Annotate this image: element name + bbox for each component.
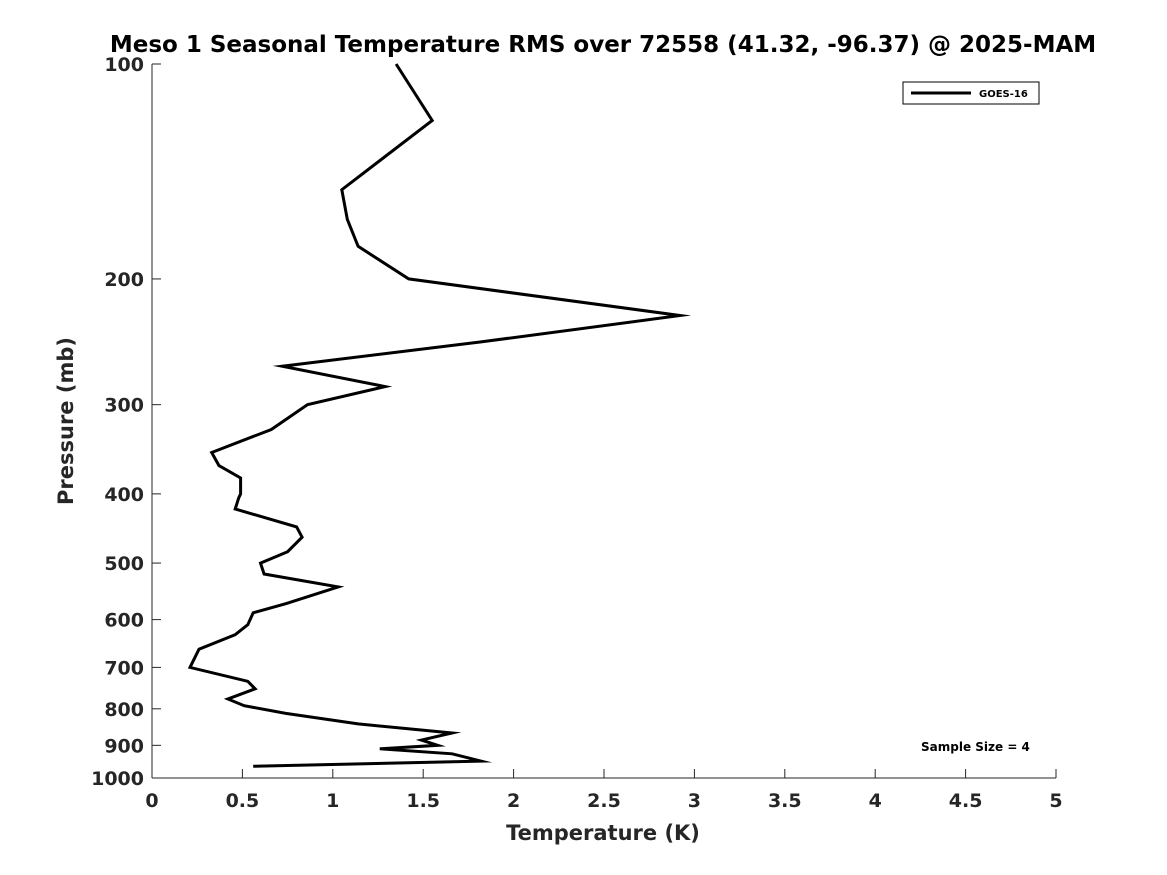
y-axis-ticks: 100 200 300 400 500 600 700 800 900 1000 — [91, 54, 161, 790]
y-tick-label: 600 — [104, 610, 144, 632]
x-tick-label: 3.5 — [768, 790, 802, 812]
x-tick-label: 3 — [688, 790, 701, 812]
x-tick-label: 5 — [1049, 790, 1062, 812]
x-tick-label: 2 — [507, 790, 520, 812]
y-tick-label: 200 — [104, 269, 144, 291]
sample-size-annotation: Sample Size = 4 — [921, 740, 1030, 754]
x-tick-label: 4 — [869, 790, 882, 812]
legend-label-goes-16: GOES-16 — [979, 89, 1028, 100]
y-tick-label: 800 — [104, 699, 144, 721]
series-layer — [187, 63, 692, 768]
x-tick-label: 1 — [326, 790, 339, 812]
x-tick-label: 1.5 — [406, 790, 440, 812]
y-tick-label: 700 — [104, 657, 144, 679]
y-tick-label: 900 — [104, 735, 144, 757]
series-line-goes-16 — [187, 63, 692, 768]
y-tick-label: 1000 — [91, 768, 144, 790]
x-tick-label: 2.5 — [587, 790, 621, 812]
x-tick-label: 0.5 — [226, 790, 260, 812]
y-tick-label: 400 — [104, 484, 144, 506]
x-axis-title: Temperature (K) — [506, 821, 700, 845]
y-tick-label: 500 — [104, 553, 144, 575]
plot-area: 0 0.5 1 1.5 2 2.5 3 3.5 4 4.5 5 100 200 300 400 500 600… — [91, 54, 1063, 812]
x-axis-ticks: 0 0.5 1 1.5 2 2.5 3 3.5 4 4.5 5 — [145, 769, 1063, 812]
y-tick-label: 100 — [104, 54, 144, 76]
y-axis-title: Pressure (mb) — [54, 337, 78, 505]
x-tick-label: 0 — [145, 790, 158, 812]
legend: GOES-16 — [902, 81, 1040, 105]
x-tick-label: 4.5 — [949, 790, 983, 812]
y-tick-label: 300 — [104, 395, 144, 417]
chart-title: Meso 1 Seasonal Temperature RMS over 725… — [110, 32, 1096, 58]
